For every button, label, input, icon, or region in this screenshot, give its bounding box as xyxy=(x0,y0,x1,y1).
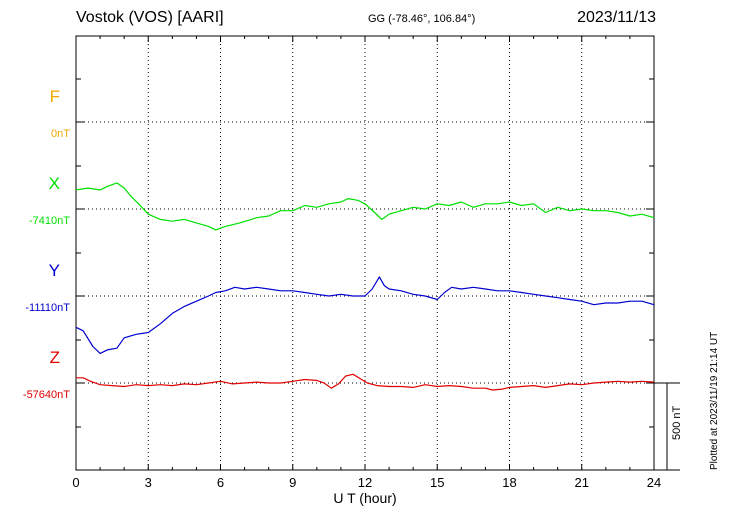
x-tick-label: 0 xyxy=(72,475,79,490)
station-title: Vostok (VOS) [AARI] xyxy=(76,9,224,26)
x-tick-label: 9 xyxy=(289,475,296,490)
plot-date: 2023/11/13 xyxy=(577,9,656,26)
x-tick-label: 21 xyxy=(575,475,589,490)
x-tick-label: 24 xyxy=(647,475,661,490)
channel-name-x: X xyxy=(48,174,60,193)
series-z-line xyxy=(76,373,655,391)
x-tick-label: 6 xyxy=(217,475,224,490)
scale-bar-label: 500 nT xyxy=(671,405,683,440)
channel-name-f: F xyxy=(49,87,60,106)
channel-name-y: Y xyxy=(48,261,60,280)
series-x-line xyxy=(75,182,655,231)
plotted-timestamp: Plotted at 2023/11/19 21:14 UT xyxy=(709,331,720,470)
station-coordinates: GG (-78.46°, 106.84°) xyxy=(368,13,475,25)
series-y-line xyxy=(75,276,655,354)
channel-baseline-f: 0nT xyxy=(51,128,70,140)
coords-text: GG (-78.46°, 106.84°) xyxy=(368,13,476,25)
channel-baseline-z: -57640nT xyxy=(22,389,70,401)
x-tick-label: 3 xyxy=(145,475,152,490)
x-axis-title: U T (hour) xyxy=(333,490,397,506)
x-tick-label: 12 xyxy=(358,475,372,490)
x-tick-label: 15 xyxy=(430,475,444,490)
channel-name-z: Z xyxy=(49,348,60,367)
x-tick-label: 18 xyxy=(502,475,516,490)
channel-baseline-x: -7410nT xyxy=(29,215,70,227)
channel-baseline-y: -11110nT xyxy=(25,302,70,314)
